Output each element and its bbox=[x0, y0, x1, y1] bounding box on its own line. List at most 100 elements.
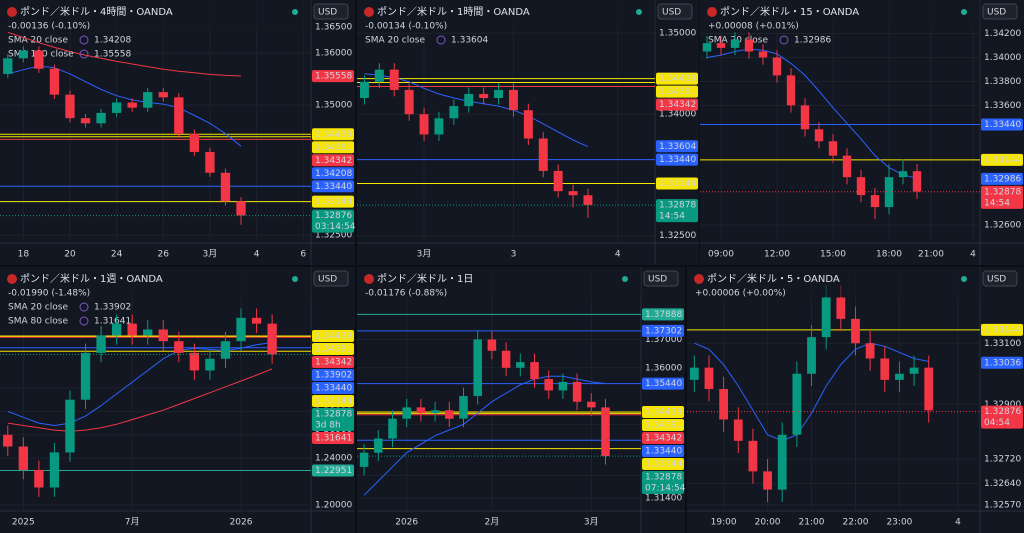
panel-background bbox=[357, 267, 685, 533]
price-tag bbox=[312, 167, 354, 180]
price-tag-label: 1.32878 bbox=[315, 410, 352, 420]
price-tag-label: 1.32876 bbox=[315, 211, 352, 221]
symbol-icon bbox=[707, 7, 717, 17]
candle-body bbox=[895, 373, 904, 380]
chart-title[interactable]: ポンド／米ドル・1時間・OANDA bbox=[377, 5, 530, 18]
y-tick-label: 1.32900 bbox=[984, 400, 1021, 410]
price-tag-label: 1.31641 bbox=[315, 434, 352, 444]
price-tag bbox=[312, 330, 354, 343]
symbol-icon bbox=[364, 7, 374, 17]
candle-body bbox=[449, 106, 459, 119]
x-tick-label: 4 bbox=[970, 250, 976, 260]
candle-body bbox=[143, 92, 153, 108]
chart-title[interactable]: ポンド／米ドル・15・OANDA bbox=[720, 5, 859, 18]
chart-title[interactable]: ポンド／米ドル・1週・OANDA bbox=[20, 272, 163, 285]
price-tag bbox=[312, 464, 354, 477]
y-tick-label: 1.34000 bbox=[984, 53, 1021, 63]
currency-button[interactable] bbox=[313, 270, 349, 287]
price-tag bbox=[642, 431, 684, 444]
indicator-value: 1.35558 bbox=[94, 50, 131, 60]
y-tick-label: 1.20000 bbox=[315, 501, 352, 511]
price-tag bbox=[312, 369, 354, 382]
y-tick-label: 1.36000 bbox=[645, 363, 682, 373]
indicator-settings-icon[interactable] bbox=[79, 49, 89, 59]
market-status bbox=[292, 9, 298, 15]
candle-body bbox=[127, 323, 137, 336]
header-backdrop bbox=[357, 267, 641, 297]
price-tag-label: 1.32878 bbox=[645, 472, 682, 482]
price-tag-label: 04:54 bbox=[984, 418, 1010, 428]
x-tick-label: 21:00 bbox=[918, 250, 944, 260]
x-tick-label: 22:00 bbox=[843, 518, 869, 528]
price-tag-label: 1.34439 bbox=[645, 407, 682, 417]
currency-button[interactable] bbox=[982, 270, 1018, 287]
chart-title[interactable]: ポンド／米ドル・4時間・OANDA bbox=[20, 5, 173, 18]
indicator-value: 1.33902 bbox=[94, 303, 131, 313]
candle-body bbox=[516, 362, 525, 368]
price-tag-label: 1.34391 bbox=[645, 420, 682, 430]
price-tag-label: 14:54 bbox=[984, 198, 1010, 208]
x-tick-label: 3月 bbox=[417, 249, 432, 260]
candle-body bbox=[851, 318, 860, 344]
price-tag-label: 1.33440 bbox=[315, 384, 352, 394]
currency-button[interactable] bbox=[657, 3, 693, 20]
indicator-line bbox=[7, 31, 242, 77]
indicator-name: SMA 20 close bbox=[8, 303, 68, 313]
candle-body bbox=[704, 367, 714, 389]
indicator-line bbox=[363, 375, 606, 496]
price-change: -0.01990 (-1.48%) bbox=[8, 289, 90, 299]
candle-body bbox=[430, 410, 440, 414]
indicator-line bbox=[7, 368, 273, 432]
indicator-settings-icon[interactable] bbox=[79, 316, 89, 326]
price-tag-label: 1.34342 bbox=[645, 433, 682, 443]
candle-body bbox=[716, 43, 726, 48]
candle-body bbox=[205, 151, 215, 173]
currency-label: USD bbox=[987, 8, 1006, 18]
price-tag bbox=[981, 153, 1023, 166]
candle-body bbox=[558, 381, 568, 391]
currency-button[interactable] bbox=[982, 3, 1018, 20]
x-tick-label: 2026 bbox=[395, 518, 418, 528]
indicator-settings-icon[interactable] bbox=[779, 35, 789, 45]
y-tick-label: 1.31400 bbox=[645, 493, 682, 503]
indicator-settings-icon[interactable] bbox=[79, 302, 89, 312]
indicator-value: 1.33604 bbox=[451, 36, 488, 46]
candle-body bbox=[236, 201, 246, 216]
candle-body bbox=[719, 389, 729, 420]
candle-body bbox=[689, 367, 699, 380]
currency-button[interactable] bbox=[643, 270, 679, 287]
candle-body bbox=[416, 407, 426, 414]
price-change: +0.00008 (+0.01%) bbox=[708, 22, 799, 32]
price-tag-label: 1.32986 bbox=[984, 174, 1021, 184]
chart-title[interactable]: ポンド／米ドル・1日 bbox=[377, 272, 473, 285]
indicator-settings-icon[interactable] bbox=[436, 35, 446, 45]
candle-body bbox=[898, 171, 908, 178]
price-tag bbox=[312, 408, 354, 432]
y-tick-label: 1.32600 bbox=[984, 221, 1021, 231]
price-tag-label: 1.34208 bbox=[315, 169, 352, 179]
candle-body bbox=[865, 343, 875, 359]
y-tick-label: 1.36500 bbox=[315, 23, 352, 33]
candle-body bbox=[572, 381, 582, 402]
x-tick-label: 12:00 bbox=[764, 250, 790, 260]
currency-button[interactable] bbox=[313, 3, 349, 20]
price-tag-label: 1.33440 bbox=[315, 182, 352, 192]
price-tag bbox=[656, 153, 698, 166]
candle-body bbox=[544, 379, 553, 391]
price-tag bbox=[312, 70, 354, 83]
candle-body bbox=[763, 471, 772, 490]
candle-body bbox=[553, 170, 563, 192]
price-tag bbox=[656, 199, 698, 223]
price-tag-label: 3d 8h bbox=[315, 421, 341, 431]
chart-title[interactable]: ポンド／米ドル・5・OANDA bbox=[707, 272, 840, 285]
indicator-settings-icon[interactable] bbox=[79, 35, 89, 45]
price-tag-label: 1.35440 bbox=[645, 379, 682, 389]
candle-body bbox=[487, 339, 497, 351]
price-tag bbox=[656, 72, 698, 85]
price-change: -0.00136 (-0.10%) bbox=[8, 22, 90, 32]
candle-body bbox=[508, 89, 518, 111]
candle-body bbox=[587, 401, 596, 408]
price-tag-label: 07:14:54 bbox=[645, 483, 686, 493]
candle-body bbox=[601, 407, 610, 457]
candle-body bbox=[909, 367, 919, 374]
